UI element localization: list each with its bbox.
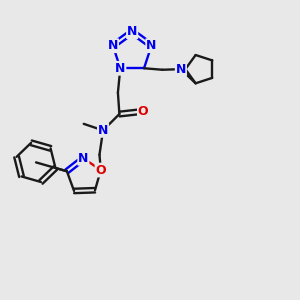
Text: N: N — [127, 25, 137, 38]
Text: N: N — [108, 39, 118, 52]
Text: O: O — [95, 164, 106, 177]
Text: N: N — [115, 62, 125, 75]
Text: N: N — [176, 63, 186, 76]
Text: N: N — [98, 124, 108, 137]
Text: N: N — [146, 39, 157, 52]
Text: N: N — [78, 152, 88, 165]
Text: O: O — [138, 105, 148, 118]
